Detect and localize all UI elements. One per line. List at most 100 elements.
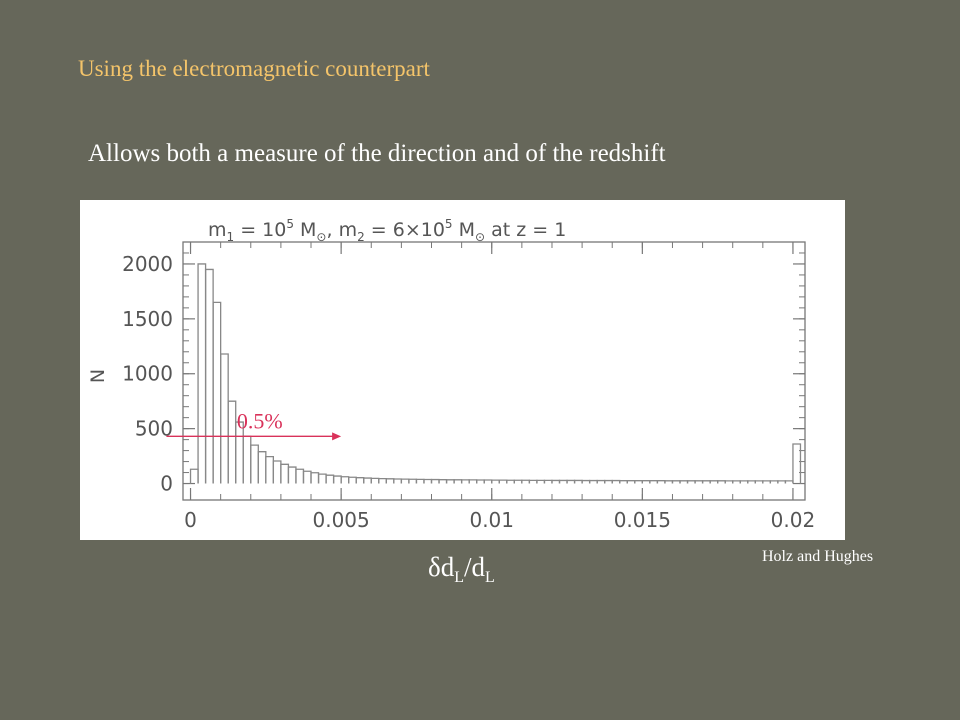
histogram-bar (250, 444, 259, 484)
histogram-bar (280, 463, 290, 484)
histogram-bar (769, 480, 779, 484)
x-tick-label: 0 (184, 508, 197, 532)
slide-title: Using the electromagnetic counterpart (78, 56, 430, 81)
y-tick-label: 2000 (122, 252, 173, 276)
histogram-bar (408, 478, 418, 484)
histogram-bar (701, 480, 711, 484)
histogram-bar (739, 480, 749, 484)
histogram-bar (649, 480, 659, 484)
slide-subtitle: Allows both a measure of the direction a… (88, 140, 666, 167)
histogram-bar (325, 474, 335, 484)
histogram-bar (513, 479, 523, 484)
histogram-bar (521, 479, 531, 484)
x-tick-label: 0.005 (313, 508, 370, 532)
histogram-bar (204, 268, 214, 484)
histogram-bar (363, 477, 372, 484)
histogram-bar (295, 468, 305, 484)
histogram-bar (400, 478, 410, 484)
histogram-bar (385, 478, 395, 484)
histogram-bar (671, 480, 681, 484)
histogram-bar (340, 476, 350, 484)
histogram-bar (777, 480, 787, 484)
histogram-bar (619, 480, 628, 484)
histogram-bar (604, 479, 613, 484)
histogram-bar (596, 479, 606, 484)
histogram-bar (468, 479, 478, 484)
histogram-bar (257, 451, 267, 484)
histogram-bar (317, 473, 327, 484)
histogram-bar (717, 480, 726, 484)
y-tick-label: 500 (135, 417, 173, 441)
histogram-bar (287, 466, 297, 484)
credit-text: Holz and Hughes (762, 548, 874, 565)
histogram-bar (573, 479, 583, 484)
x-tick-label: 0.015 (614, 508, 671, 532)
histogram-bar (220, 353, 229, 484)
plot-frame (182, 241, 806, 501)
histogram-bar (626, 480, 636, 484)
histogram-bar (272, 460, 282, 484)
histogram-bar (543, 479, 553, 484)
histogram-bar (460, 479, 470, 484)
histogram-bar (506, 479, 515, 484)
histogram-bar (709, 480, 719, 484)
plot-axes: 0 0.005 0.01 0.015 0.02 0 500 1000 1500 2000 (122, 241, 816, 532)
x-tick-label: 0.01 (469, 508, 514, 532)
annotation-arrowhead (332, 432, 342, 441)
histogram-bars (189, 263, 802, 484)
histogram-bar (378, 477, 387, 484)
x-axis-label: δdL/dL (428, 552, 495, 586)
histogram-bar (332, 475, 342, 484)
histogram-bar (694, 480, 704, 484)
histogram-bar (393, 478, 403, 484)
histogram-bar (611, 479, 621, 484)
histogram-bar (686, 480, 696, 484)
histogram-bar (641, 480, 651, 484)
histogram-bar (498, 479, 508, 484)
histogram-bar (664, 480, 674, 484)
histogram-bar (423, 478, 433, 484)
x-tick-label: 0.02 (771, 508, 816, 532)
histogram-bar (189, 468, 199, 484)
chart-title: m1 = 105 M⊙, m2 = 6×105 M⊙ at z = 1 (208, 217, 566, 244)
histogram-bar (724, 480, 734, 484)
histogram-bar (747, 480, 756, 484)
histogram-bar (634, 480, 643, 484)
histogram-bar (588, 479, 598, 484)
histogram-bar (566, 479, 576, 484)
histogram-bar (762, 480, 772, 484)
histogram-bar (551, 479, 561, 484)
annotation: 0.5% (166, 408, 342, 441)
histogram-bar (528, 479, 538, 484)
histogram-bar (348, 476, 357, 484)
y-tick-label: 1000 (122, 362, 173, 386)
y-tick-label: 1500 (122, 307, 173, 331)
histogram-bar (581, 479, 591, 484)
histogram-bar (302, 470, 312, 484)
histogram-bar (430, 478, 440, 484)
y-tick-label: 0 (160, 472, 173, 496)
histogram-bar (438, 479, 448, 484)
histogram-bar (445, 479, 455, 484)
histogram-bar (784, 480, 794, 484)
histogram-bar (415, 478, 425, 484)
histogram-bar (679, 480, 689, 484)
histogram-bar (265, 455, 275, 484)
histogram-bar (197, 263, 207, 484)
histogram-bar (476, 479, 485, 484)
histogram-bar (227, 400, 237, 484)
annotation-label: 0.5% (237, 408, 283, 433)
histogram-bar (242, 435, 252, 484)
histogram-bar (310, 472, 320, 484)
y-axis-label: N (87, 369, 109, 383)
histogram-bar (792, 443, 802, 484)
histogram-bar (355, 477, 365, 484)
histogram-bar (491, 479, 500, 484)
histogram-bar (754, 480, 764, 484)
histogram-bar (212, 301, 222, 484)
histogram-bar (453, 479, 463, 484)
histogram-bar (732, 480, 741, 484)
histogram-bar (536, 479, 546, 484)
histogram-bar (483, 479, 493, 484)
